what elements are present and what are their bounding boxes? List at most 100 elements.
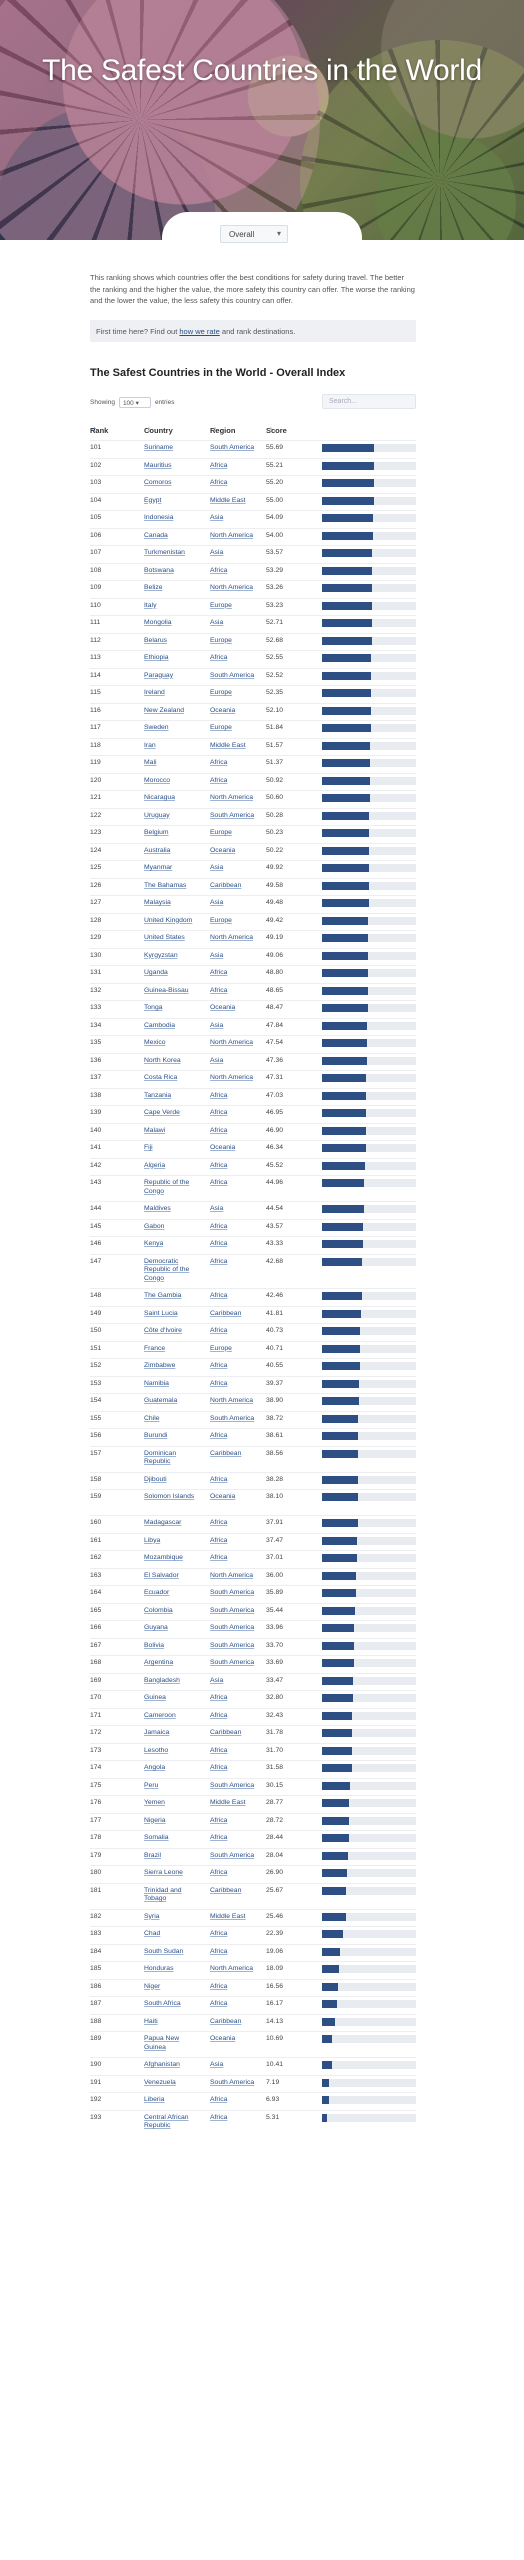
region-link[interactable]: Asia	[210, 619, 224, 626]
country-link[interactable]: Algeria	[144, 1161, 166, 1169]
region-link[interactable]: Oceania	[210, 706, 236, 714]
country-link[interactable]: Brazil	[144, 1851, 161, 1859]
region-link[interactable]: Asia	[210, 864, 224, 871]
region-link[interactable]: North America	[210, 1397, 254, 1404]
country-link[interactable]: Cambodia	[144, 1021, 175, 1029]
country-link[interactable]: Saint Lucia	[144, 1309, 178, 1317]
country-link[interactable]: Mongolia	[144, 619, 172, 626]
region-link[interactable]: Africa	[210, 1379, 228, 1387]
country-link[interactable]: Venezuela	[144, 2078, 176, 2086]
region-link[interactable]: Asia	[210, 549, 224, 556]
region-link[interactable]: North America	[210, 1039, 254, 1046]
country-link[interactable]: Cape Verde	[144, 1109, 180, 1116]
region-link[interactable]: South America	[210, 1606, 255, 1614]
region-link[interactable]: Africa	[210, 1161, 228, 1169]
country-link[interactable]: Turkmenistan	[144, 549, 185, 556]
country-link[interactable]: Gabon	[144, 1222, 165, 1230]
region-link[interactable]: South America	[210, 811, 255, 819]
region-link[interactable]: Middle East	[210, 1912, 246, 1920]
index-filter-select[interactable]: Overall ▾	[220, 225, 288, 243]
region-link[interactable]: Africa	[210, 1746, 228, 1754]
region-link[interactable]: Africa	[210, 1834, 228, 1841]
region-link[interactable]: North America	[210, 1965, 254, 1972]
region-link[interactable]: Middle East	[210, 741, 246, 749]
region-link[interactable]: Europe	[210, 916, 232, 924]
country-link[interactable]: Morocco	[144, 776, 171, 784]
region-link[interactable]: Caribbean	[210, 1729, 242, 1736]
country-link[interactable]: Sweden	[144, 724, 169, 731]
country-link[interactable]: Uganda	[144, 969, 168, 976]
region-link[interactable]: Africa	[210, 1257, 228, 1265]
region-link[interactable]: Africa	[210, 1432, 228, 1439]
region-link[interactable]: Oceania	[210, 1144, 236, 1151]
country-link[interactable]: Italy	[144, 601, 157, 609]
region-link[interactable]: Europe	[210, 1344, 232, 1352]
country-link[interactable]: Cameroon	[144, 1711, 176, 1719]
country-link[interactable]: Afghanistan	[144, 2061, 180, 2068]
region-link[interactable]: South America	[210, 1414, 255, 1422]
region-link[interactable]: Africa	[210, 2000, 228, 2007]
country-link[interactable]: Mauritius	[144, 461, 172, 469]
region-link[interactable]: Africa	[210, 1362, 228, 1369]
country-link[interactable]: Mozambique	[144, 1554, 183, 1561]
region-link[interactable]: North America	[210, 794, 254, 801]
country-link[interactable]: Guinea-Bissau	[144, 986, 189, 994]
region-link[interactable]: South America	[210, 1589, 255, 1596]
country-link[interactable]: Peru	[144, 1781, 159, 1789]
country-link[interactable]: Paraguay	[144, 671, 174, 679]
country-link[interactable]: Syria	[144, 1912, 160, 1920]
region-link[interactable]: Europe	[210, 689, 232, 696]
country-link[interactable]: Malawi	[144, 1126, 166, 1134]
region-link[interactable]: Africa	[210, 1109, 228, 1116]
region-link[interactable]: Caribbean	[210, 881, 242, 889]
region-link[interactable]: Caribbean	[210, 1449, 242, 1457]
country-link[interactable]: Ireland	[144, 689, 165, 696]
country-link[interactable]: Myanmar	[144, 864, 173, 871]
country-link[interactable]: Botswana	[144, 566, 174, 574]
region-link[interactable]: Africa	[210, 1694, 228, 1701]
country-link[interactable]: Iran	[144, 741, 156, 749]
region-link[interactable]: Africa	[210, 654, 228, 661]
country-link[interactable]: Jamaica	[144, 1729, 170, 1736]
region-link[interactable]: Africa	[210, 2113, 228, 2121]
country-link[interactable]: Dominican Republic	[144, 1449, 177, 1466]
country-link[interactable]: Canada	[144, 531, 168, 539]
region-link[interactable]: Africa	[210, 1930, 228, 1937]
region-link[interactable]: South America	[210, 1851, 255, 1859]
country-link[interactable]: Namibia	[144, 1379, 169, 1387]
region-link[interactable]: Caribbean	[210, 2017, 242, 2025]
country-link[interactable]: Sierra Leone	[144, 1869, 183, 1876]
region-link[interactable]: North America	[210, 584, 254, 591]
region-link[interactable]: Middle East	[210, 1799, 246, 1806]
country-link[interactable]: Somalia	[144, 1834, 169, 1841]
country-link[interactable]: Bangladesh	[144, 1676, 180, 1684]
region-link[interactable]: Africa	[210, 1240, 228, 1247]
region-link[interactable]: Europe	[210, 636, 232, 644]
country-link[interactable]: Argentina	[144, 1659, 174, 1666]
region-link[interactable]: Africa	[210, 1816, 228, 1824]
country-link[interactable]: Lesotho	[144, 1746, 169, 1754]
region-link[interactable]: Africa	[210, 1222, 228, 1230]
region-link[interactable]: Africa	[210, 1947, 228, 1955]
region-link[interactable]: Asia	[210, 899, 224, 906]
country-link[interactable]: Maldives	[144, 1205, 171, 1212]
region-link[interactable]: South America	[210, 1659, 255, 1666]
country-link[interactable]: Ethiopia	[144, 654, 169, 661]
country-link[interactable]: Republic of the Congo	[144, 1179, 190, 1195]
region-link[interactable]: North America	[210, 531, 254, 539]
region-link[interactable]: Europe	[210, 724, 232, 731]
country-link[interactable]: Chad	[144, 1930, 161, 1937]
country-link[interactable]: Mexico	[144, 1039, 166, 1046]
country-link[interactable]: United Kingdom	[144, 916, 193, 924]
country-link[interactable]: Central African Republic	[144, 2113, 189, 2130]
country-link[interactable]: South Sudan	[144, 1947, 184, 1955]
region-link[interactable]: Oceania	[210, 1004, 236, 1011]
country-link[interactable]: Mali	[144, 759, 157, 766]
region-link[interactable]: Africa	[210, 1982, 228, 1990]
entries-select[interactable]: 100 ▾	[118, 397, 151, 408]
region-link[interactable]: Africa	[210, 1292, 228, 1299]
region-link[interactable]: Africa	[210, 776, 228, 784]
country-link[interactable]: Côte d'Ivoire	[144, 1327, 182, 1334]
region-link[interactable]: Africa	[210, 759, 228, 766]
country-link[interactable]: North Korea	[144, 1056, 181, 1064]
